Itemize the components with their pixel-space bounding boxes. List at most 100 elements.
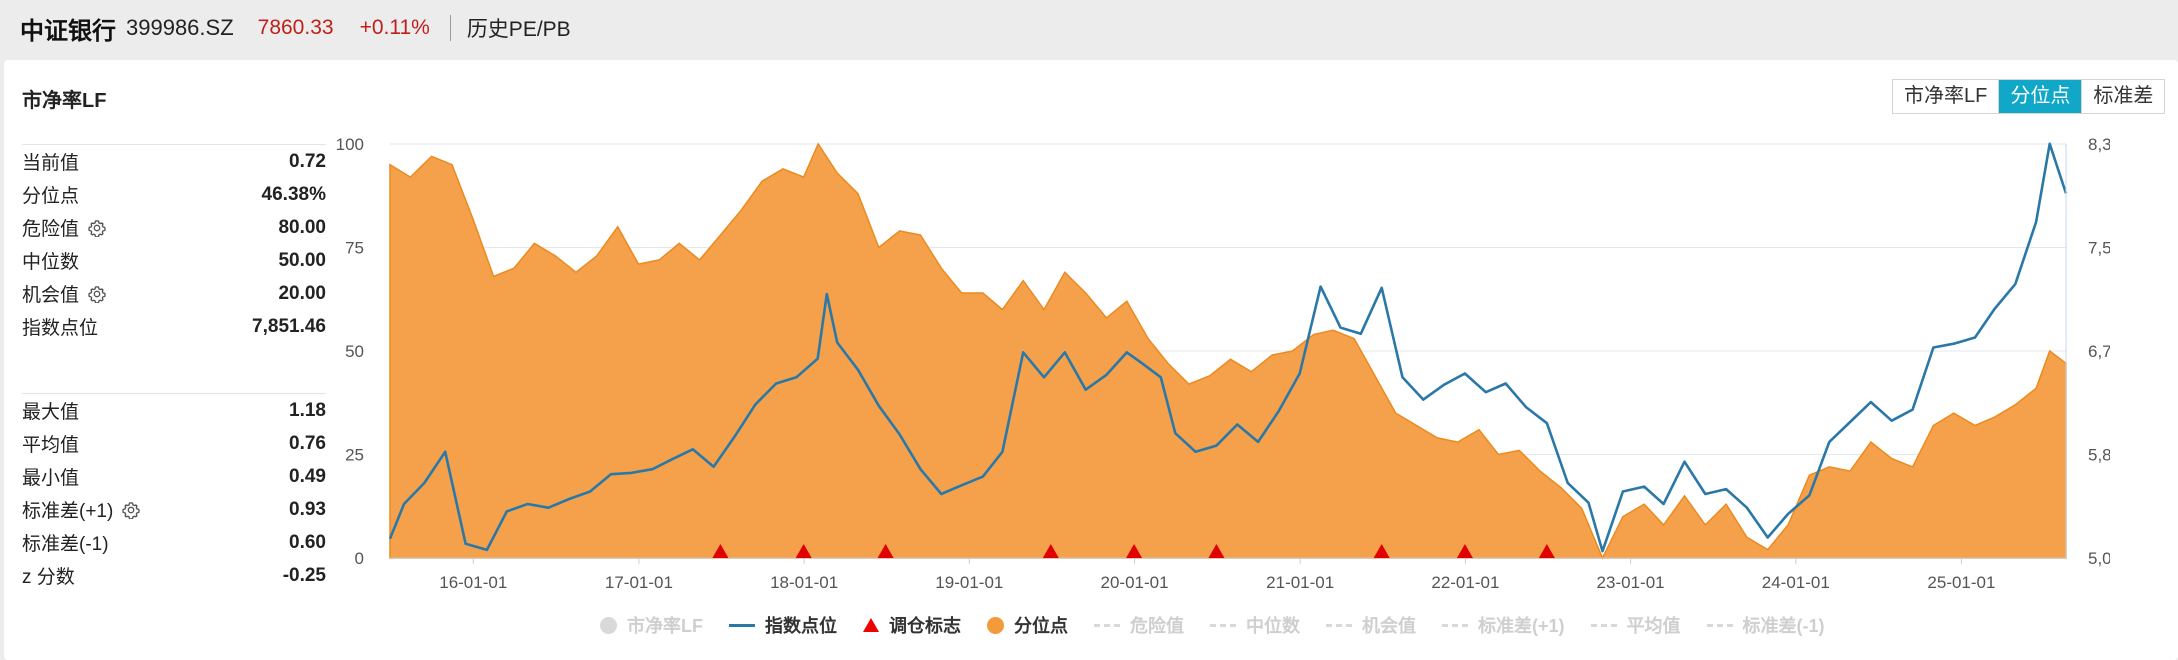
stat-label: 标准差(-1): [22, 534, 109, 555]
x-tick-label: 21-01-01: [1266, 573, 1334, 590]
stat-row: 标准差(-1) 0.60: [22, 526, 326, 559]
chart-legend: 市净率LF 指数点位 调仓标志 分位点 危险值 中位数 机会值 标准差(+1) 平均值 标准差(-…: [600, 612, 1851, 638]
stat-row: 当前值 0.72: [22, 145, 326, 178]
legend-label: 标准差(-1): [1742, 616, 1825, 636]
y-right-tick-label: 7,547: [2088, 239, 2110, 258]
index-code: 399986.SZ: [126, 15, 234, 40]
stats-table: 当前值 0.72 分位点 46.38% 危险值 80.00 中位数 50.00: [22, 144, 326, 592]
stat-row: 标准差(+1) 0.93: [22, 493, 326, 526]
tab-history-pe-pb[interactable]: 历史PE/PB: [466, 18, 571, 41]
legend-label: 标准差(+1): [1478, 616, 1565, 636]
legend-item[interactable]: 危险值: [1094, 612, 1184, 638]
rebalance-marker: [1373, 544, 1390, 558]
y-left-tick-label: 0: [355, 549, 364, 568]
legend-item[interactable]: 标准差(-1): [1706, 612, 1825, 638]
legend-item[interactable]: 标准差(+1): [1442, 612, 1565, 638]
legend-symbol: [863, 618, 879, 632]
stat-label-text: 危险值: [22, 219, 80, 240]
x-tick-label: 20-01-01: [1101, 573, 1169, 590]
stat-row: 指数点位 7,851.46: [22, 310, 326, 343]
valuation-panel: 市净率LF 市净率LF 分位点 标准差 当前值 0.72 分位点 46.38% …: [4, 60, 2178, 660]
stat-value: 80.00: [278, 216, 326, 238]
stat-row: 最大值 1.18: [22, 394, 326, 427]
rebalance-marker: [1538, 544, 1555, 558]
stat-label: z 分数: [22, 567, 75, 588]
rebalance-marker: [877, 544, 894, 558]
series-index-line: [388, 142, 2068, 553]
stat-value: 1.18: [289, 399, 326, 421]
x-tick-label: 17-01-01: [605, 573, 673, 590]
index-price: 7860.33: [257, 16, 334, 39]
stat-row: 分位点 46.38%: [22, 178, 326, 211]
y-left-tick-label: 75: [345, 239, 364, 258]
legend-label: 机会值: [1362, 616, 1416, 636]
legend-item[interactable]: 中位数: [1210, 612, 1300, 638]
legend-symbol: [1326, 623, 1352, 627]
legend-item[interactable]: 指数点位: [729, 612, 837, 638]
rebalance-marker: [795, 544, 812, 558]
stat-value: 0.93: [289, 498, 326, 520]
x-tick-label: 22-01-01: [1431, 573, 1499, 590]
stat-value: 0.60: [289, 531, 326, 553]
rebalance-marker: [712, 544, 729, 558]
stat-label-with-gear: 危险值: [22, 214, 106, 241]
stat-row: 最小值 0.49: [22, 460, 326, 493]
legend-label: 指数点位: [765, 616, 837, 636]
legend-item[interactable]: 机会值: [1326, 612, 1416, 638]
legend-symbol: [987, 616, 1004, 634]
toggle-percentile[interactable]: 分位点: [1999, 80, 2083, 113]
x-tick-label: 18-01-01: [770, 573, 838, 590]
stat-label-text: 机会值: [22, 285, 80, 306]
legend-symbol: [1706, 623, 1733, 627]
stat-label-text: 标准差(+1): [22, 501, 114, 522]
index-change: +0.11%: [359, 16, 430, 39]
rebalance-marker: [1042, 544, 1059, 558]
index-name: 中证银行: [20, 17, 116, 45]
rebalance-marker: [1456, 544, 1473, 558]
y-left-tick-label: 50: [345, 342, 364, 361]
stat-row: 平均值 0.76: [22, 427, 326, 460]
stat-row: 机会值 20.00: [22, 277, 326, 310]
x-tick-label: 23-01-01: [1597, 573, 1665, 590]
x-tick-label: 24-01-01: [1762, 573, 1830, 590]
legend-symbol: [1094, 623, 1120, 627]
stats-group-primary: 当前值 0.72 分位点 46.38% 危险值 80.00 中位数 50.00: [22, 144, 326, 343]
rebalance-marker: [1208, 544, 1225, 558]
legend-item[interactable]: 市净率LF: [600, 612, 703, 638]
gear-icon[interactable]: [122, 501, 141, 519]
legend-label: 分位点: [1014, 616, 1068, 636]
x-tick-label: 16-01-01: [439, 573, 507, 590]
gear-icon[interactable]: [88, 285, 106, 303]
x-tick-label: 25-01-01: [1927, 573, 1995, 590]
stat-value: 7,851.46: [252, 315, 326, 337]
stat-label: 平均值: [22, 435, 80, 456]
stat-value: 20.00: [278, 282, 326, 304]
y-left-tick-label: 25: [345, 446, 364, 465]
legend-label: 平均值: [1626, 616, 1681, 636]
toggle-std-dev[interactable]: 标准差: [2082, 80, 2165, 113]
stat-label: 最大值: [22, 402, 80, 423]
header-bar: 中证银行 399986.SZ 7860.33 +0.11% 历史PE/PB: [0, 0, 2178, 56]
legend-label: 市净率LF: [627, 616, 703, 636]
legend-item[interactable]: 平均值: [1590, 612, 1681, 638]
series-percentile-area: [389, 142, 2067, 560]
stat-label-with-gear: 机会值: [22, 280, 106, 307]
legend-symbol: [600, 616, 617, 634]
legend-item[interactable]: 分位点: [987, 612, 1068, 638]
stat-row: 危险值 80.00: [22, 211, 326, 244]
view-toggle: 市净率LF 分位点 标准差: [1892, 79, 2166, 114]
y-right-tick-label: 8,378: [2088, 135, 2110, 154]
toggle-pb-lf[interactable]: 市净率LF: [1893, 80, 2000, 113]
legend-item[interactable]: 调仓标志: [863, 612, 961, 638]
stat-value: 0.49: [289, 465, 326, 487]
legend-label: 危险值: [1130, 616, 1184, 636]
valuation-chart[interactable]: 0 25 50 75 100 5,045 5,879 6,713 7,547 8,378 16-01…: [330, 120, 2110, 590]
stat-label: 当前值: [22, 153, 80, 174]
y-right-tick-label: 5,045: [2088, 549, 2110, 568]
y-right-tick-label: 6,713: [2088, 342, 2110, 361]
header-divider: [449, 15, 451, 41]
legend-symbol: [729, 623, 755, 627]
legend-symbol: [1210, 623, 1236, 627]
gear-icon[interactable]: [88, 219, 106, 237]
y-right-tick-label: 5,879: [2088, 446, 2110, 465]
